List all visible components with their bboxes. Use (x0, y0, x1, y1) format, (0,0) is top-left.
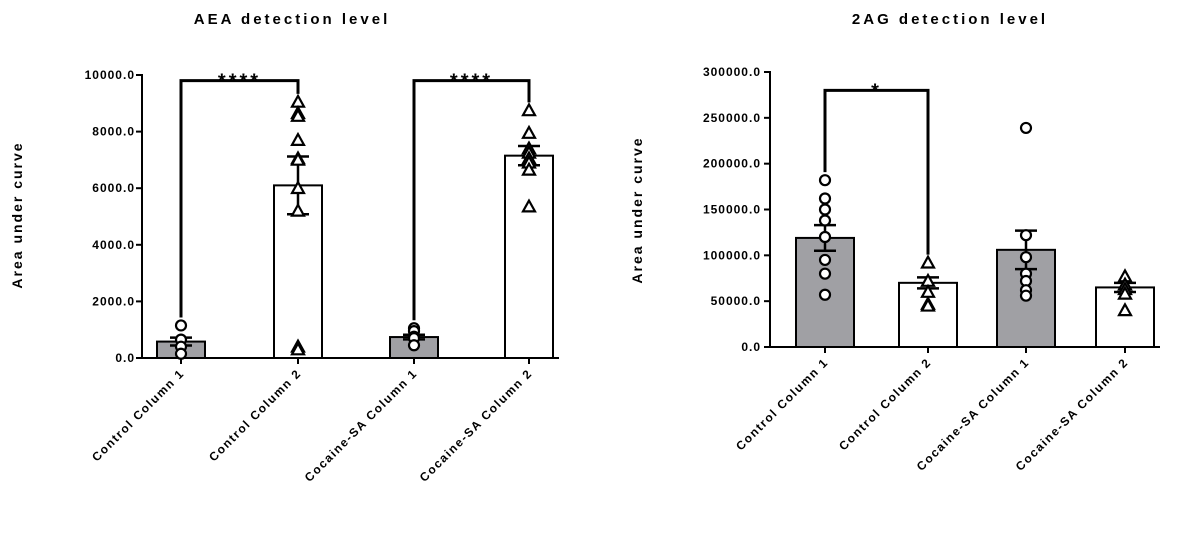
significance-label: * (871, 80, 882, 102)
x-tick-label: Cocaine-SA Column 1 (914, 355, 1032, 473)
significance-bracket (412, 79, 531, 321)
data-point (521, 198, 537, 213)
y-tick-label: 0.0 (741, 340, 761, 354)
y-tick-label: 50000.0 (711, 294, 761, 308)
data-point (290, 341, 306, 356)
x-tick-label: Cocaine-SA Column 2 (417, 366, 535, 484)
chart-title: 2AG detection level (852, 11, 1048, 28)
data-point (818, 214, 832, 227)
bar (504, 154, 554, 359)
data-point (818, 192, 832, 205)
chart-title: AEA detection level (194, 11, 390, 28)
2ag-chart: 2AG detection level Area under curve 0.0 50… (629, 11, 1160, 474)
data-point (1019, 121, 1033, 135)
x-tick-label: Control Column 2 (206, 366, 304, 464)
y-tick-label: 100000.0 (703, 248, 761, 262)
data-point (818, 288, 832, 301)
data-point (920, 254, 936, 269)
y-tick-label: 0.0 (115, 351, 135, 365)
y-tick-label: 250000.0 (703, 111, 761, 125)
data-point (1019, 229, 1033, 242)
significance-label: **** (450, 71, 493, 93)
data-point (920, 297, 936, 312)
y-axis-label: Area under curve (629, 136, 645, 283)
aea-chart: AEA detection level Area under curve 0.0 20… (9, 11, 559, 485)
data-point (521, 124, 537, 139)
significance-label: **** (218, 71, 261, 93)
significance-bracket (179, 79, 300, 318)
data-point (1019, 289, 1033, 302)
data-point (290, 151, 306, 166)
y-tick-label: 150000.0 (703, 203, 761, 217)
x-tick-label: Control Column 2 (836, 355, 934, 453)
data-point (290, 131, 306, 146)
data-point (1117, 302, 1133, 317)
data-point (174, 319, 188, 332)
data-point (521, 161, 537, 176)
y-tick-label: 200000.0 (703, 157, 761, 171)
data-point (174, 347, 188, 360)
y-tick-label: 4000.0 (92, 238, 135, 252)
data-point (818, 174, 832, 187)
data-point (290, 107, 306, 122)
data-point (521, 102, 537, 117)
y-tick-label: 300000.0 (703, 65, 761, 79)
x-tick-label: Control Column 1 (733, 355, 831, 453)
y-tick-label: 10000.0 (85, 68, 135, 82)
significance-bracket (823, 88, 930, 255)
y-tick-label: 2000.0 (92, 294, 135, 308)
x-tick-label: Control Column 1 (89, 366, 187, 464)
data-point (818, 203, 832, 216)
data-point (1019, 251, 1033, 264)
data-point (290, 179, 306, 195)
data-point (1117, 285, 1133, 300)
y-axis-label: Area under curve (9, 141, 25, 288)
data-point (407, 339, 421, 352)
y-tick-label: 8000.0 (92, 125, 135, 139)
data-point (818, 267, 832, 280)
data-point (818, 253, 832, 267)
x-tick-label: Cocaine-SA Column 1 (302, 366, 420, 484)
data-point (818, 230, 832, 244)
y-tick-label: 6000.0 (92, 181, 135, 195)
data-point (290, 202, 306, 217)
x-tick-label: Cocaine-SA Column 2 (1013, 355, 1131, 473)
